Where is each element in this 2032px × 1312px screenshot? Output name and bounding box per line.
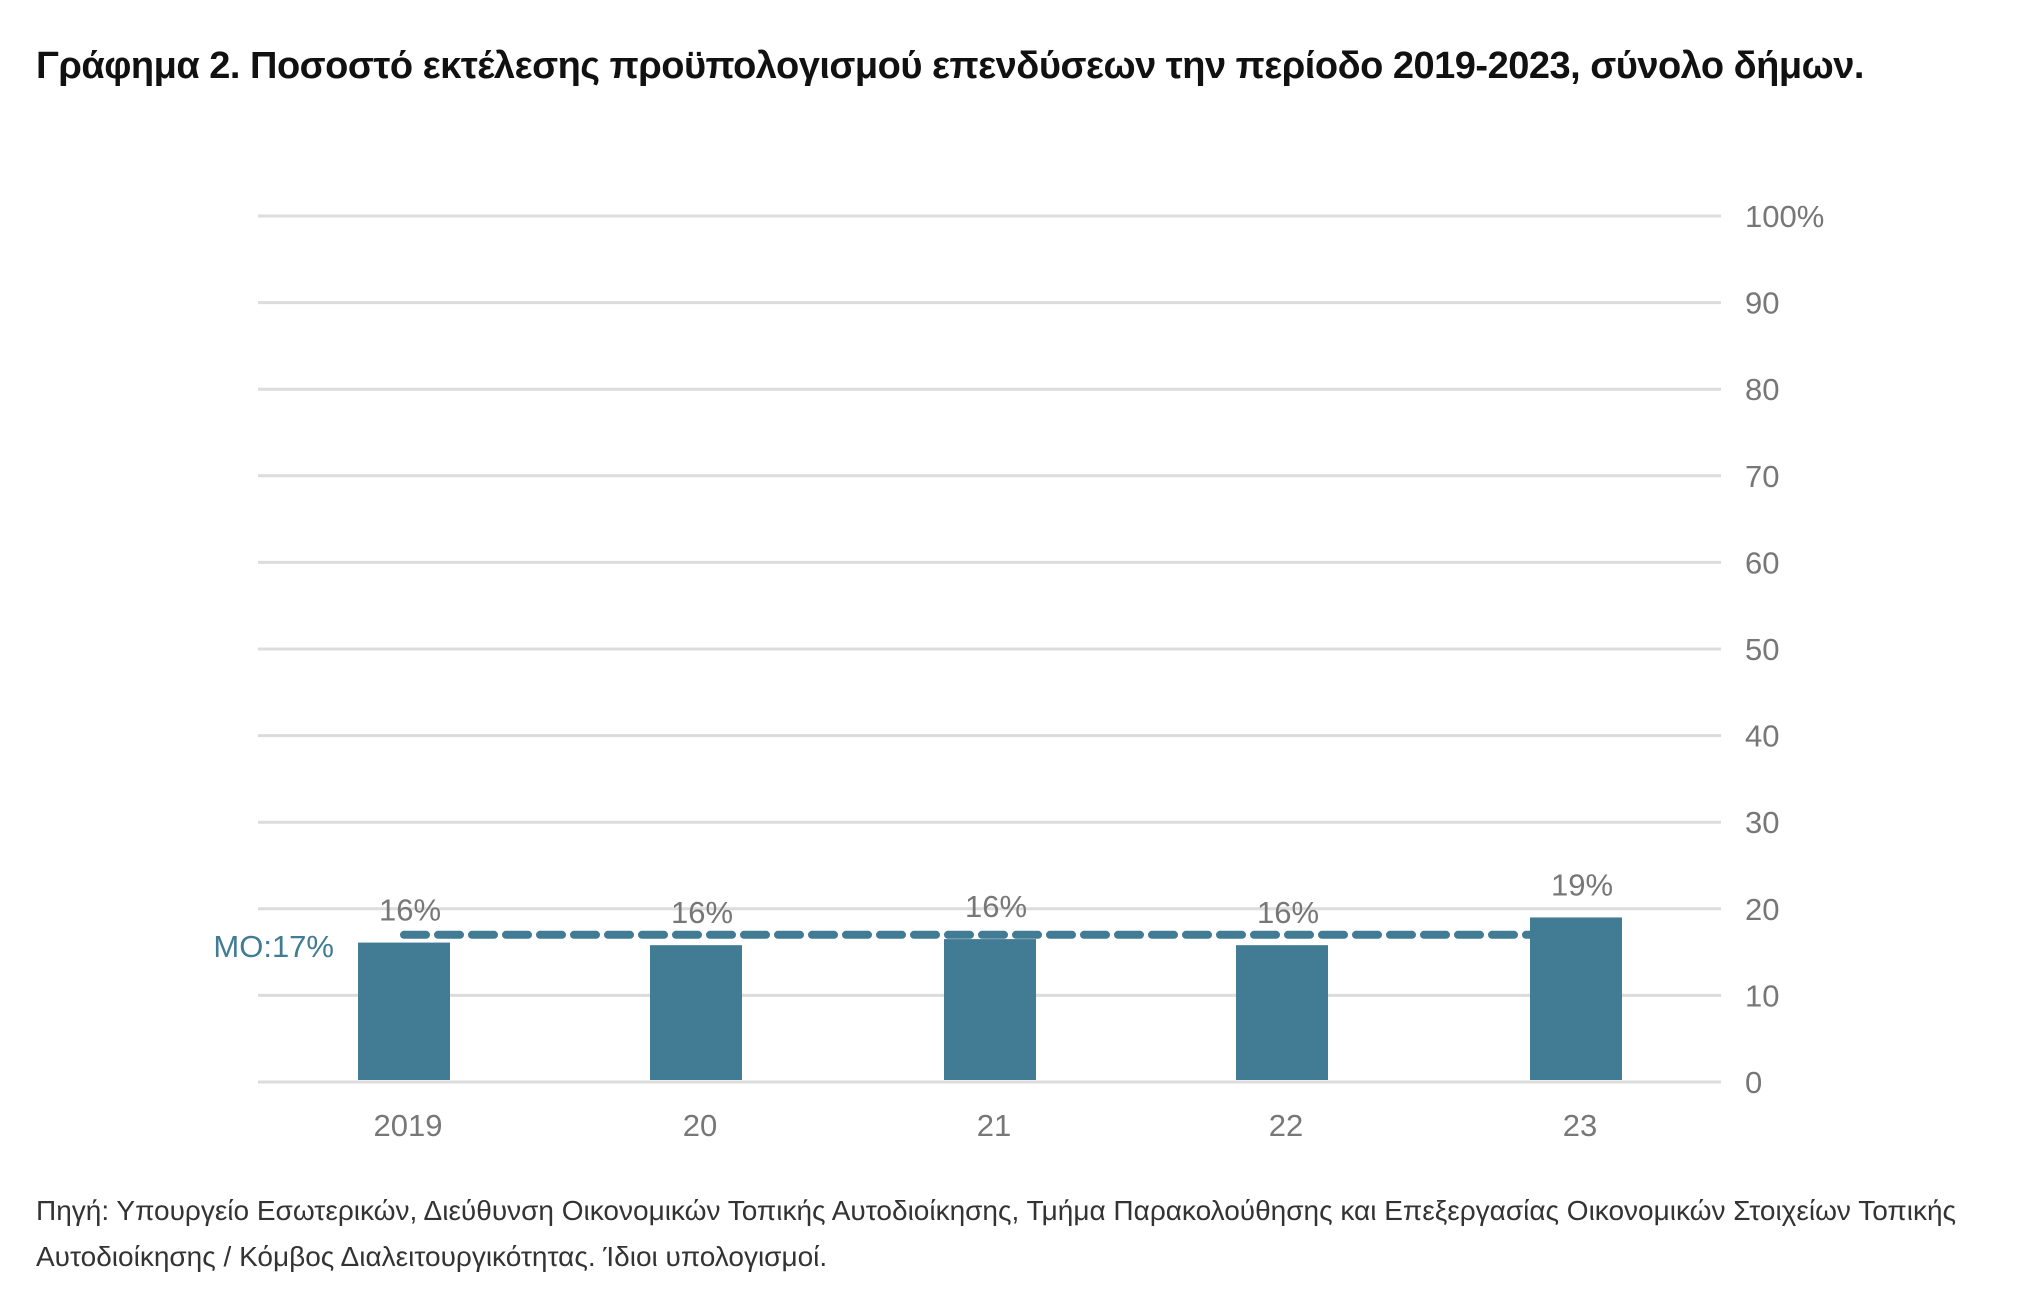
x-tick-label: 23 [1563,1108,1597,1143]
mean-label: ΜΟ:17% [213,929,334,964]
bar [1236,945,1328,1080]
x-tick-label: 22 [1269,1108,1303,1143]
x-tick-label: 21 [977,1108,1011,1143]
data-label: 16% [1257,895,1319,930]
y-tick-label: 80 [1745,372,1779,407]
y-tick-label: 30 [1745,805,1779,840]
y-tick-label: 50 [1745,632,1779,667]
y-tick-label: 20 [1745,892,1779,927]
y-tick-label: 40 [1745,719,1779,754]
y-tick-label: 70 [1745,459,1779,494]
y-tick-label: 10 [1745,978,1779,1013]
data-label: 16% [965,889,1027,924]
bar [944,939,1036,1080]
bar [650,945,742,1080]
y-tick-label: 0 [1745,1065,1762,1100]
x-tick-label: 2019 [374,1108,443,1143]
y-tick-label: 90 [1745,286,1779,321]
source-note: Πηγή: Υπουργείο Εσωτερικών, Διεύθυνση Οι… [36,1195,1957,1272]
data-label: 19% [1551,867,1613,902]
data-label: 16% [671,895,733,930]
y-tick-label: 100% [1745,199,1824,234]
x-tick-label: 20 [683,1108,717,1143]
bar [358,942,450,1080]
data-label: 16% [379,893,441,928]
y-tick-label: 60 [1745,545,1779,580]
bar [1530,917,1622,1080]
chart-title: Γράφημα 2. Ποσοστό εκτέλεσης προϋπολογισ… [36,45,1864,87]
